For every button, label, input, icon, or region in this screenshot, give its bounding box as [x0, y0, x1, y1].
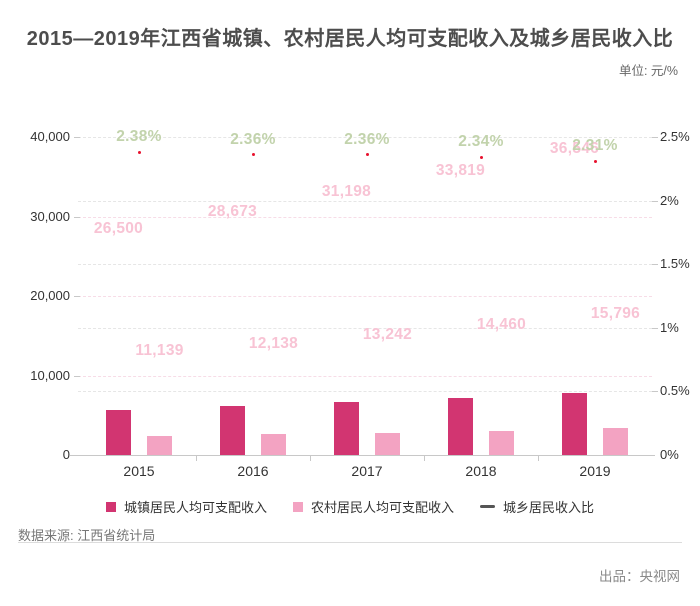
ratio-point-2019[interactable] [593, 159, 597, 163]
y-axis-left-label: 0 [62, 447, 70, 462]
value-label-urban-2016: 28,673 [207, 203, 258, 221]
y-axis-right-tick [652, 264, 658, 266]
legend-item-rural[interactable]: 农村居民人均可支配收入 [292, 497, 454, 516]
y-axis-right-label: 0% [660, 447, 679, 462]
y-axis-left-tick [74, 137, 80, 138]
ratio-label-2017: 2.36% [344, 130, 390, 148]
bar-urban-2016[interactable] [220, 406, 245, 455]
gridline-value [78, 375, 652, 377]
y-axis-right-tick [652, 200, 658, 202]
legend: 城镇居民人均可支配收入 农村居民人均可支配收入 城乡居民收入比 [0, 497, 700, 516]
gridline-value [78, 216, 652, 218]
y-axis-right-tick [652, 391, 658, 393]
ratio-label-2016: 2.36% [230, 130, 276, 148]
ratio-label-2018: 2.34% [458, 133, 504, 151]
y-axis-right-label: 1.5% [660, 256, 690, 272]
ratio-point-2015[interactable] [137, 150, 141, 154]
y-axis-right-label: 2.5% [660, 129, 690, 144]
value-label-rural-2016: 12,138 [248, 334, 299, 352]
bar-urban-2015[interactable] [106, 410, 131, 455]
y-axis-left-tick [74, 375, 80, 377]
legend-item-urban[interactable]: 城镇居民人均可支配收入 [105, 497, 267, 516]
legend-square-icon [105, 501, 116, 512]
x-axis-tick [538, 456, 539, 461]
data-source-text: 数据来源: 江西省统计局 [18, 528, 156, 543]
gridline-percent [78, 137, 652, 138]
value-label-rural-2019: 15,796 [590, 305, 641, 323]
y-axis-left-tick [74, 296, 80, 297]
y-axis-right-label: 1% [660, 319, 679, 335]
legend-line-icon [480, 505, 495, 508]
x-axis-label-2019: 2019 [579, 463, 611, 479]
ratio-point-2018[interactable] [479, 155, 483, 159]
footer-divider [18, 542, 682, 543]
y-axis-right-label: 2% [660, 192, 679, 208]
x-axis-tick [310, 456, 311, 461]
gridline-percent [78, 264, 652, 266]
legend-label: 城镇居民人均可支配收入 [123, 500, 267, 515]
bar-urban-2019[interactable] [562, 393, 587, 455]
ratio-point-2016[interactable] [251, 153, 255, 157]
ratio-point-2017[interactable] [365, 153, 369, 157]
value-label-urban-2018: 33,819 [435, 162, 486, 180]
gridline-percent [78, 391, 652, 393]
y-axis-left-label: 40,000 [30, 129, 70, 144]
value-label-urban-2019: 36,546 [549, 140, 600, 158]
x-axis-line [70, 455, 655, 456]
bar-urban-2018[interactable] [448, 397, 473, 455]
bar-rural-2017[interactable] [375, 432, 400, 455]
gridline-percent [78, 200, 652, 202]
value-label-urban-2015: 26,500 [93, 220, 144, 238]
bar-rural-2015[interactable] [147, 436, 172, 455]
value-label-rural-2018: 14,460 [476, 316, 527, 334]
bar-urban-2017[interactable] [334, 402, 359, 455]
y-axis-right-label: 0.5% [660, 383, 690, 399]
bar-rural-2016[interactable] [261, 434, 286, 455]
bar-rural-2019[interactable] [603, 428, 628, 455]
legend-item-ratio[interactable]: 城乡居民收入比 [480, 497, 594, 516]
credit-text: 出品：央视网 [599, 569, 680, 584]
y-axis-left-label: 10,000 [30, 367, 70, 383]
y-axis-right-tick [652, 137, 658, 138]
y-axis-right-tick [652, 327, 658, 329]
ratio-label-2019: 2.31% [572, 137, 618, 155]
value-label-urban-2017: 31,198 [321, 182, 372, 200]
gridline-percent [78, 327, 652, 329]
x-axis-label-2015: 2015 [123, 463, 155, 479]
value-label-rural-2015: 11,139 [135, 342, 184, 360]
x-axis-label-2016: 2016 [237, 463, 269, 479]
x-axis-tick [196, 456, 197, 461]
y-axis-left-label: 30,000 [30, 208, 70, 224]
value-label-rural-2017: 13,242 [362, 325, 413, 343]
unit-label: 单位: 元/% [618, 64, 678, 78]
x-axis-label-2018: 2018 [465, 463, 497, 479]
x-axis-label-2017: 2017 [351, 463, 383, 479]
chart-title: 2015—2019年江西省城镇、农村居民人均可支配收入及城乡居民收入比 [26, 28, 674, 50]
legend-label: 农村居民人均可支配收入 [310, 500, 454, 515]
x-axis-tick [424, 456, 425, 461]
legend-square-icon [292, 501, 303, 512]
y-axis-left-label: 20,000 [30, 288, 70, 303]
ratio-label-2015: 2.38% [116, 128, 162, 146]
gridline-value [78, 296, 652, 297]
legend-label: 城乡居民收入比 [503, 500, 595, 515]
bar-rural-2018[interactable] [489, 430, 514, 455]
y-axis-left-tick [74, 216, 80, 218]
